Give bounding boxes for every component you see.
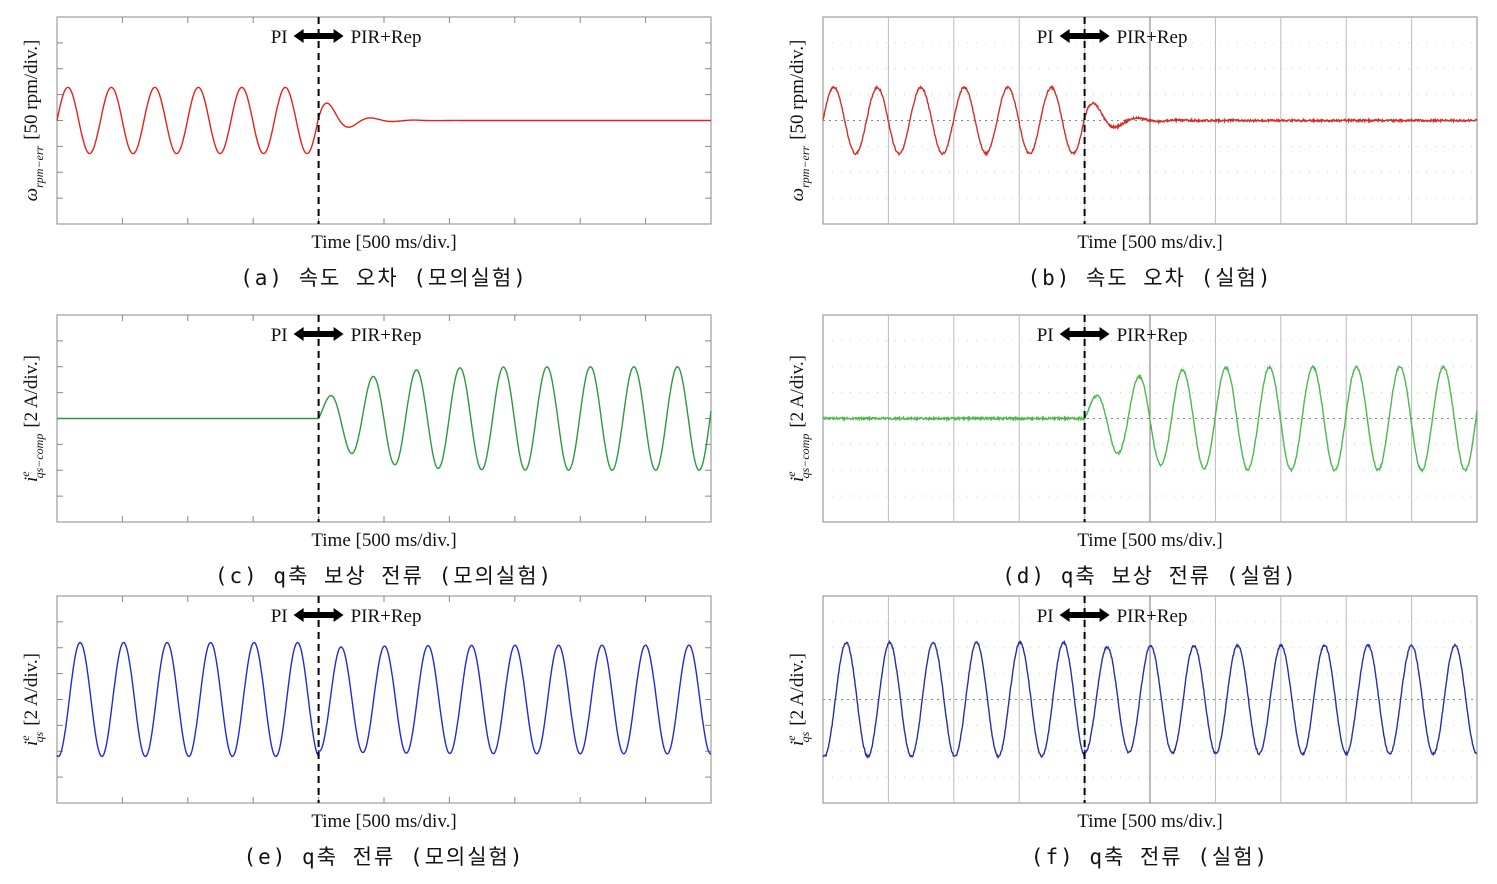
label-pi: PI — [1037, 27, 1054, 48]
y-symbol: ω — [787, 188, 808, 201]
panel: PI PIR+RepTime [500 ms/div.]ieqs−comp[2 A… — [18, 315, 711, 588]
y-label: ieqs[2 A/div.] — [784, 653, 812, 746]
waveform — [57, 643, 711, 757]
y-sub: qs−comp — [32, 434, 46, 479]
x-label: Time [500 ms/div.] — [311, 530, 456, 551]
y-label: ieqs−comp[2 A/div.] — [18, 355, 46, 482]
label-pi: PI — [271, 606, 288, 627]
y-unit: [2 A/div.] — [787, 355, 808, 428]
y-sub: rpm−err — [798, 145, 812, 187]
x-label: Time [500 ms/div.] — [311, 232, 456, 253]
y-sub: qs — [798, 731, 812, 742]
y-label: ωrpm−err [50 rpm/div.] — [21, 40, 46, 202]
x-label: Time [500 ms/div.] — [311, 811, 456, 832]
label-pir: PIR+Rep — [351, 325, 422, 346]
caption: (d) q축 보상 전류 (실험) — [1002, 564, 1298, 588]
x-label: Time [500 ms/div.] — [1077, 530, 1222, 551]
caption: (c) q축 보상 전류 (모의실험) — [215, 564, 553, 588]
y-sub: qs — [32, 731, 46, 742]
caption: (b) 속도 오차 (실험) — [1027, 266, 1272, 290]
x-label: Time [500 ms/div.] — [1077, 232, 1222, 253]
panel: PI PIR+Rep Time [500 ms/div.] ωrpm−err [50 r… — [21, 17, 711, 290]
label-pi: PI — [271, 27, 288, 48]
y-label: ωrpm−err [50 rpm/div.] — [787, 40, 812, 202]
y-sup: e — [784, 471, 798, 477]
label-pir: PIR+Rep — [351, 606, 422, 627]
y-sup: e — [18, 735, 32, 741]
label-pir: PIR+Rep — [1117, 27, 1188, 48]
panel: PI PIR+RepTime [500 ms/div.]ieqs[2 A/div.… — [784, 596, 1477, 869]
figure: PI PIR+RepTime [500 ms/div.]ωrpm−err[50 r… — [0, 0, 1497, 884]
label-pi: PI — [1037, 325, 1054, 346]
caption: (e) q축 전류 (모의실험) — [243, 845, 524, 869]
y-unit: [50 rpm/div.] — [787, 40, 808, 140]
caption: (a) 속도 오차 (모의실험) — [240, 266, 528, 290]
y-label: ieqs[2 A/div.] — [18, 653, 46, 746]
label-pi: PI — [271, 325, 288, 346]
y-label: ieqs−comp[2 A/div.] — [784, 355, 812, 482]
caption: (f) q축 전류 (실험) — [1031, 845, 1269, 869]
page: PI PIR+Rep Time [500 ms/div.] ωrpm−err[50 r… — [0, 0, 1497, 884]
waveform — [57, 367, 711, 470]
y-sub: qs−comp — [798, 434, 812, 479]
y-unit: [50 rpm/div.] — [21, 40, 42, 140]
y-sub: rpm−err — [32, 145, 46, 187]
y-unit: [2 A/div.] — [21, 355, 42, 428]
y-sup: e — [784, 735, 798, 741]
label-pir: PIR+Rep — [1117, 325, 1188, 346]
label-pir: PIR+Rep — [351, 27, 422, 48]
panel: PI PIR+RepTime [500 ms/div.]ieqs[2 A/div.… — [18, 596, 711, 869]
y-symbol: ω — [21, 188, 42, 201]
waveform — [57, 87, 711, 153]
y-unit: [2 A/div.] — [787, 653, 808, 726]
x-label: Time [500 ms/div.] — [1077, 811, 1222, 832]
panel: PI PIR+Rep Time [500 ms/div.] ωrpm−err [50 r… — [787, 17, 1477, 290]
label-pir: PIR+Rep — [1117, 606, 1188, 627]
y-unit: [2 A/div.] — [21, 653, 42, 726]
label-pi: PI — [1037, 606, 1054, 627]
y-sup: e — [18, 471, 32, 477]
panel: PI PIR+RepTime [500 ms/div.]ieqs−comp[2 A… — [784, 315, 1477, 588]
